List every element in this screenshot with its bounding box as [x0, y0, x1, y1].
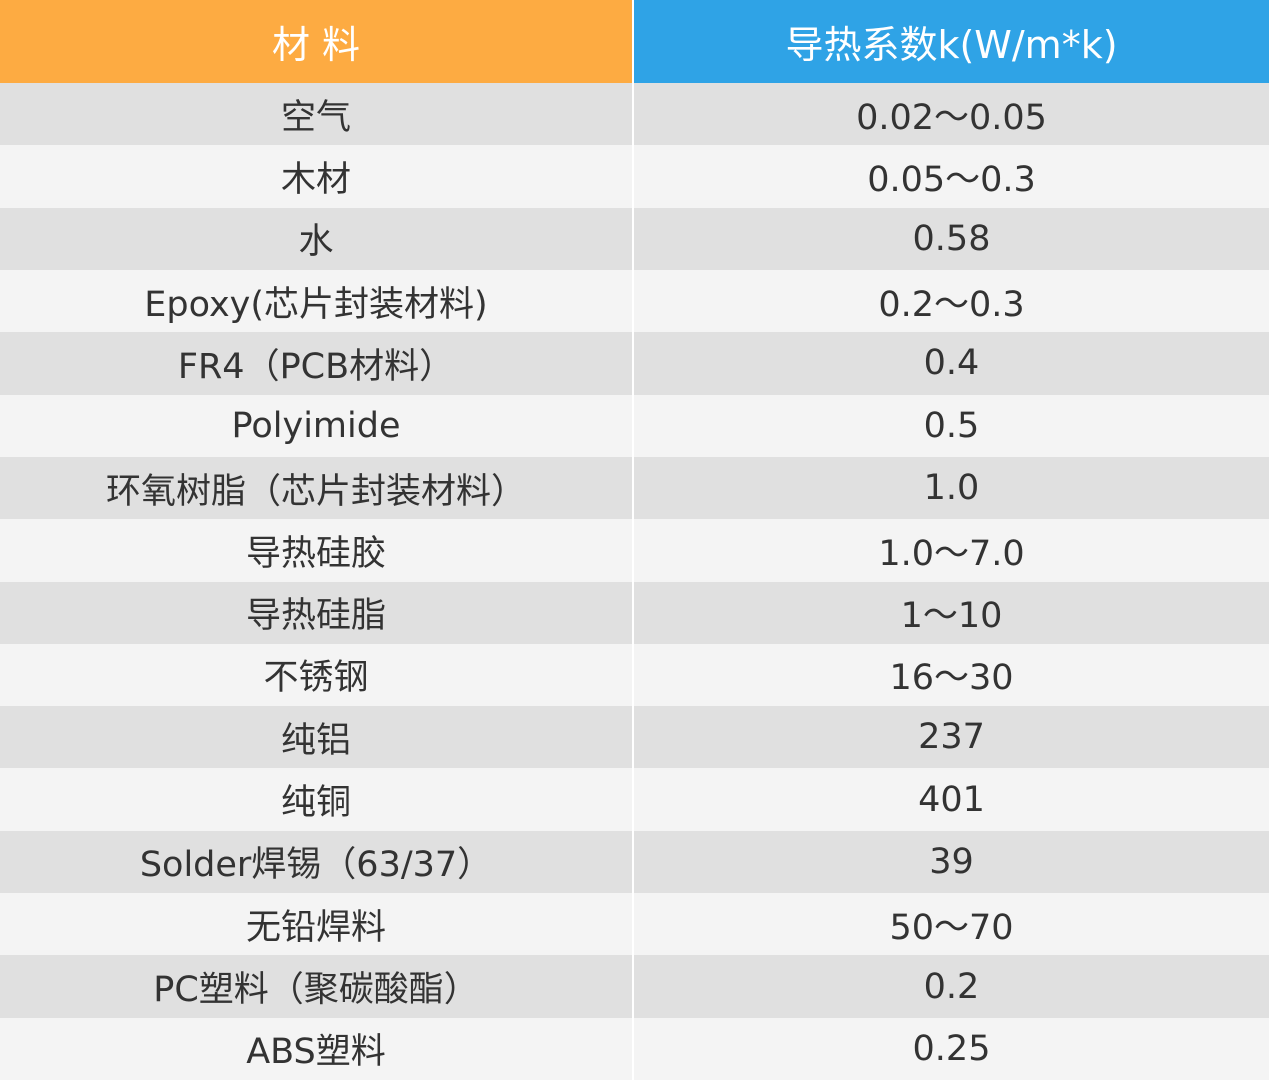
- conductivity-cell: 0.02～0.05: [634, 83, 1269, 146]
- conductivity-cell: 0.2～0.3: [634, 269, 1269, 333]
- material-cell: Epoxy(芯片封装材料): [0, 269, 634, 333]
- material-cell: 纯铝: [0, 706, 634, 769]
- material-cell: FR4（PCB材料）: [0, 332, 634, 395]
- conductivity-cell: 0.2: [634, 955, 1269, 1018]
- material-cell: 空气: [0, 83, 634, 146]
- material-cell: 水: [0, 207, 634, 270]
- material-cell: ABS塑料: [0, 1017, 634, 1080]
- conductivity-cell: 237: [634, 706, 1269, 769]
- conductivity-cell: 0.05～0.3: [634, 145, 1269, 208]
- header-cell: 导热系数k(W/m*k): [634, 0, 1269, 83]
- conductivity-cell: 0.25: [634, 1017, 1269, 1080]
- material-cell: 环氧树脂（芯片封装材料）: [0, 456, 634, 520]
- material-cell: Polyimide: [0, 394, 634, 457]
- material-cell: Solder焊锡（63/37）: [0, 830, 634, 894]
- conductivity-cell: 1.0～7.0: [634, 519, 1269, 582]
- conductivity-cell: 1.0: [634, 456, 1269, 520]
- conductivity-cell: 50～70: [634, 893, 1269, 956]
- material-cell: 导热硅胶: [0, 519, 634, 582]
- header-cell: 材 料: [0, 0, 634, 83]
- material-cell: 导热硅脂: [0, 581, 634, 644]
- conductivity-cell: 401: [634, 768, 1269, 831]
- conductivity-cell: 1～10: [634, 581, 1269, 644]
- conductivity-cell: 0.58: [634, 207, 1269, 270]
- conductivity-cell: 39: [634, 830, 1269, 894]
- material-cell: 不锈钢: [0, 643, 634, 707]
- material-cell: 纯铜: [0, 768, 634, 831]
- material-cell: 无铅焊料: [0, 893, 634, 956]
- material-cell: 木材: [0, 145, 634, 208]
- conductivity-cell: 0.5: [634, 394, 1269, 457]
- conductivity-cell: 16～30: [634, 643, 1269, 707]
- conductivity-cell: 0.4: [634, 332, 1269, 395]
- material-cell: PC塑料（聚碳酸酯）: [0, 955, 634, 1018]
